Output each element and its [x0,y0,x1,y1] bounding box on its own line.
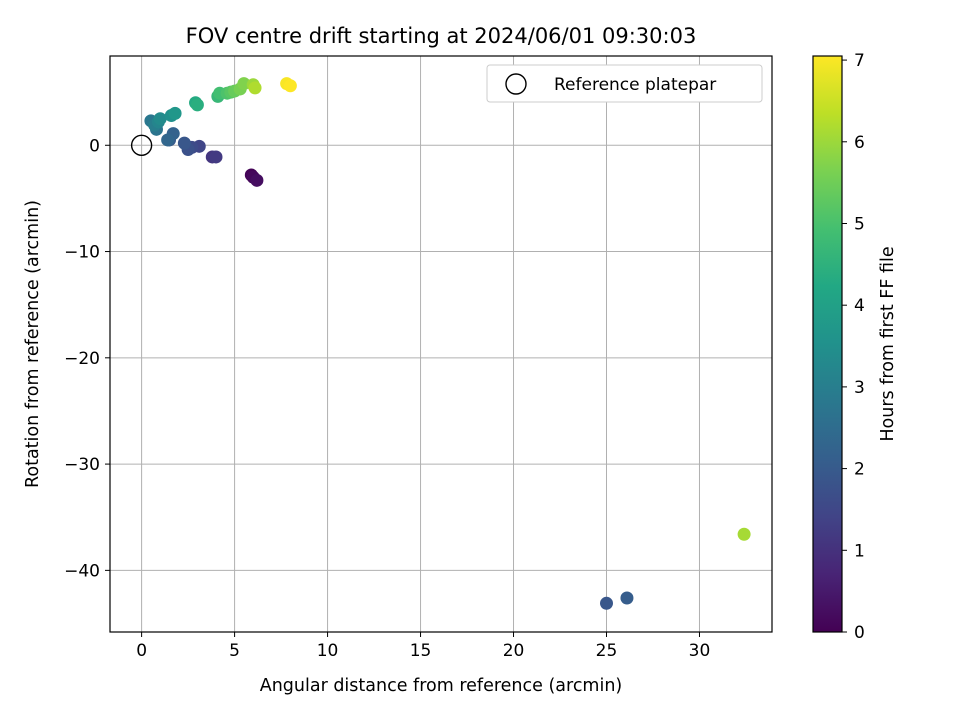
y-axis-label: Rotation from reference (arcmin) [23,200,43,488]
data-point [250,173,264,187]
x-axis-label: Angular distance from reference (arcmin) [260,676,623,696]
x-tick-label: 15 [410,641,432,661]
data-point [283,79,297,93]
colorbar-tick-label: 6 [854,133,865,153]
colorbar-ticks: 0 1 2 3 4 5 6 7 [842,51,865,643]
x-tick-label: 30 [689,641,711,661]
x-tick-label: 5 [229,641,240,661]
data-point [620,591,634,605]
data-point [600,596,613,610]
grid-lines [110,56,772,632]
chart-title: FOV centre drift starting at 2024/06/01 … [186,24,697,48]
data-point [153,112,167,126]
colorbar-tick-label: 0 [854,623,865,643]
data-points [130,77,751,610]
y-tick-label: −10 [64,243,100,263]
legend-marker-icon [505,73,527,95]
y-tick-label: −30 [64,455,100,475]
colorbar-tick-label: 5 [854,214,865,234]
x-tick-label: 0 [136,641,147,661]
colorbar-tick-label: 2 [854,460,865,480]
y-tick-label: 0 [89,136,100,156]
data-point [737,527,751,541]
data-point [209,150,223,164]
data-point [177,136,191,150]
x-tick-label: 20 [503,641,525,661]
x-tick-label: 25 [596,641,618,661]
colorbar: 0 1 2 3 4 5 6 7 Hours from first FF file [812,51,898,643]
colorbar-label: Hours from first FF file [878,246,898,441]
x-tick-label: 10 [317,641,339,661]
colorbar-frame [812,55,843,633]
x-axis-ticks: 0 5 10 15 20 25 30 [136,632,710,661]
legend-box [486,64,763,103]
colorbar-tick-label: 3 [854,378,865,398]
colorbar-tick-label: 7 [854,51,865,71]
y-tick-label: −40 [64,561,100,581]
y-axis-ticks: 0 −10 −20 −30 −40 [64,136,110,581]
colorbar-tick-label: 4 [854,296,865,316]
colorbar-gradient [813,56,842,632]
legend: Reference platepar [486,64,763,103]
reference-point-marker [130,134,153,156]
data-point [190,98,204,112]
y-tick-label: −20 [64,349,100,369]
data-point [248,81,262,95]
data-point [168,106,182,120]
colorbar-tick-label: 1 [854,541,865,561]
plot-frame [109,55,773,633]
legend-entry: Reference platepar [554,75,716,95]
data-point [161,133,175,147]
